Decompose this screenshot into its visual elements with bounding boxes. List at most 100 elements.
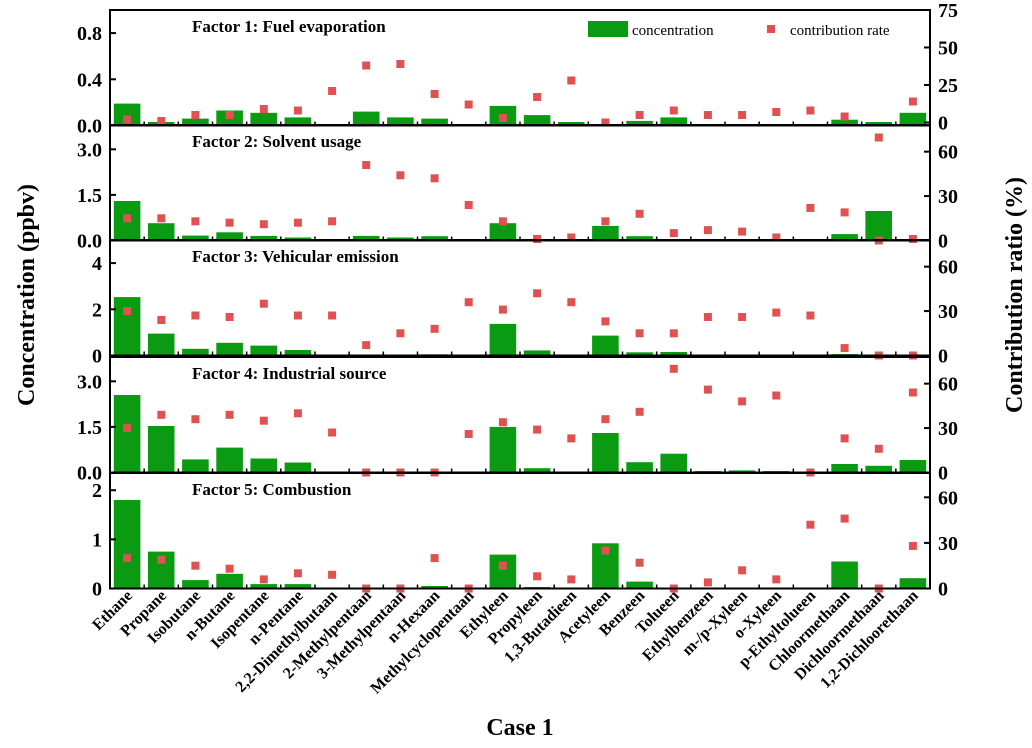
bar xyxy=(182,580,209,589)
data-point xyxy=(908,388,917,397)
data-point xyxy=(840,112,849,121)
data-point xyxy=(259,575,268,584)
bar xyxy=(113,500,141,589)
bar xyxy=(523,468,551,473)
right-tick-label: 30 xyxy=(938,301,958,323)
data-point xyxy=(635,111,644,119)
bar xyxy=(147,333,175,356)
bar xyxy=(557,122,585,126)
bar xyxy=(250,235,277,241)
data-point xyxy=(396,329,405,338)
bar xyxy=(284,350,312,356)
left-tick-label: 0.0 xyxy=(77,463,102,485)
right-tick-label: 0 xyxy=(938,113,948,135)
data-point xyxy=(635,329,644,338)
bar xyxy=(182,118,209,126)
data-point xyxy=(430,554,439,563)
data-point xyxy=(669,229,678,238)
right-tick-label: 30 xyxy=(938,418,958,440)
left-tick-label: 0.8 xyxy=(77,23,102,45)
data-point xyxy=(157,555,166,564)
data-point xyxy=(840,514,849,523)
chart-panels: 0.0 0.4 0.8 0 25 50 75 Factor 1: Fuel evaporati… xyxy=(77,0,958,601)
data-point xyxy=(293,106,302,115)
data-point xyxy=(362,341,371,350)
bar xyxy=(387,117,414,126)
bar xyxy=(113,395,141,473)
data-point xyxy=(328,311,337,320)
category-labels: EthanePropaneIsobutanen-ButaneIsopentane… xyxy=(89,587,921,697)
panel-1: 0.0 0.4 0.8 0 25 50 75 Factor 1: Fuel evaporati… xyxy=(77,0,958,142)
bar xyxy=(216,573,243,589)
bar xyxy=(489,323,517,356)
data-point xyxy=(464,430,473,438)
data-point xyxy=(567,298,576,307)
data-point xyxy=(430,90,439,98)
data-point xyxy=(498,305,507,314)
panel-title: Factor 5: Combustion xyxy=(192,480,352,499)
bar xyxy=(250,458,277,473)
left-tick-label: 0.0 xyxy=(77,231,102,253)
data-point xyxy=(840,344,849,353)
left-tick-label: 3.0 xyxy=(77,139,102,161)
data-point xyxy=(567,434,576,443)
data-point xyxy=(567,76,576,85)
bar xyxy=(489,426,517,473)
bar xyxy=(182,235,209,241)
data-point xyxy=(772,308,781,317)
bar xyxy=(865,122,892,126)
bar xyxy=(592,225,619,241)
right-tick-label: 30 xyxy=(938,533,958,555)
data-point xyxy=(498,561,507,570)
left-tick-label: 1.5 xyxy=(77,417,102,439)
data-point xyxy=(259,220,268,229)
data-point xyxy=(567,233,576,242)
bar xyxy=(831,119,858,126)
data-point xyxy=(908,97,917,106)
bar xyxy=(592,335,619,356)
data-point xyxy=(464,201,473,209)
bar xyxy=(523,115,551,126)
data-point xyxy=(191,561,200,570)
data-point xyxy=(157,117,166,125)
panel-title: Factor 1: Fuel evaporation xyxy=(192,17,386,36)
left-tick-label: 0.0 xyxy=(77,116,102,138)
data-point xyxy=(191,311,200,320)
data-point xyxy=(601,317,610,326)
bar xyxy=(865,465,892,473)
right-tick-label: 60 xyxy=(938,374,958,396)
right-tick-label: 75 xyxy=(938,0,958,22)
data-point xyxy=(157,214,166,223)
left-tick-label: 0 xyxy=(92,346,102,368)
right-tick-label: 0 xyxy=(938,579,948,601)
legend-label-concentration: concentration xyxy=(632,23,714,39)
data-point xyxy=(738,313,747,321)
data-point xyxy=(738,397,747,406)
bar xyxy=(660,117,687,126)
bar xyxy=(284,584,312,589)
bar xyxy=(182,348,209,356)
data-point xyxy=(601,217,610,226)
right-tick-label: 60 xyxy=(938,257,958,279)
bar xyxy=(147,223,175,241)
data-point xyxy=(498,217,507,226)
data-point xyxy=(191,217,200,226)
data-point xyxy=(293,218,302,227)
bar xyxy=(728,470,756,473)
bar xyxy=(147,426,175,473)
bar xyxy=(899,112,927,126)
data-point xyxy=(840,434,849,443)
data-point xyxy=(533,572,542,581)
bar xyxy=(113,103,141,126)
data-point xyxy=(840,208,849,217)
panel-2: 0.0 1.5 3.0 0 30 60 Factor 2: Solvent usage xyxy=(77,124,958,253)
data-point xyxy=(293,311,302,320)
right-tick-label: 25 xyxy=(938,75,958,97)
bar xyxy=(626,120,653,126)
data-point xyxy=(464,298,473,307)
data-point xyxy=(157,410,166,419)
panel-title: Factor 3: Vehicular emission xyxy=(192,247,399,266)
left-tick-label: 1.5 xyxy=(77,185,102,207)
bar xyxy=(489,554,517,589)
